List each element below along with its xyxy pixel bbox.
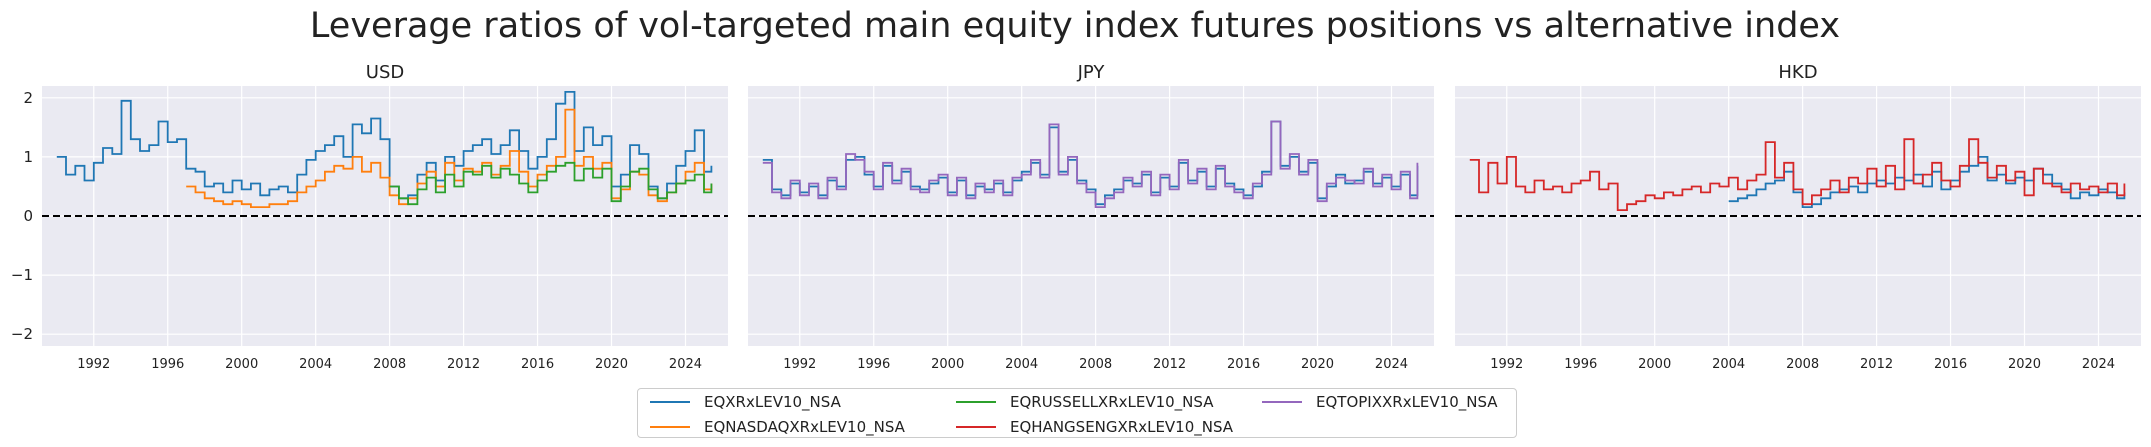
x-tick-label: 1992 [77,357,110,372]
legend-label: EQRUSSELLXRxLEV10_NSA [1010,392,1214,411]
y-tick-label: 2 [23,89,33,107]
x-tick-label: 2000 [931,357,964,372]
x-tick-label: 2012 [1860,357,1893,372]
x-tick-label: 2012 [447,357,480,372]
x-tick-label: 2024 [1375,357,1408,372]
x-tick-label: 2000 [1638,357,1671,372]
y-tick-label: 1 [23,148,33,166]
series-line-eqhangsengxrxlev10-nsa [1469,138,2126,211]
panel-title: USD [366,62,404,83]
x-tick-label: 2024 [669,357,702,372]
x-tick-label: 2004 [1005,357,1038,372]
y-tick-label: 0 [23,207,33,225]
x-tick-label: 1996 [1564,357,1597,372]
panel-hkd: 1992 1996 2000 2004 2008 2012 2016 2020 2024 HKD [1455,62,2141,372]
panel-jpy: 1992 1996 2000 2004 2008 2012 2016 2020 2024 JPY [748,62,1434,372]
x-tick-label: 2020 [2008,357,2041,372]
x-tick-label: 1996 [151,357,184,372]
x-tick-label: 2016 [1934,357,1967,372]
legend: EQXRxLEV10_NSA EQNASDAQXRxLEV10_NSA EQRU… [637,388,1517,438]
x-tick-label: 1992 [783,357,816,372]
y-tick-label: −1 [11,266,33,284]
x-tick-label: 2008 [1786,357,1819,372]
legend-swatch [956,400,996,403]
series-line-eqxrxlev10-nsa [56,91,713,200]
panel-title: JPY [1077,62,1106,83]
series-line-eqrussellxrxlev10-nsa [389,161,713,206]
x-tick-label: 2004 [1712,357,1745,372]
x-tick-label: 2000 [225,357,258,372]
legend-item-eqnasdaq: EQNASDAQXRxLEV10_NSA [650,414,956,439]
x-tick-label: 1996 [857,357,890,372]
legend-item-eqhangseng: EQHANGSENGXRxLEV10_NSA [956,414,1262,439]
x-tick-label: 2024 [2082,357,2115,372]
figure-title: Leverage ratios of vol-targeted main equ… [310,6,1840,46]
panel-title: HKD [1778,62,1817,83]
panel-usd: −2 −1 0 1 2 1992 1996 2000 2004 2008 2012 2016 2020 2… [11,62,728,372]
x-tick-label: 2004 [299,357,332,372]
x-tick-label: 1992 [1490,357,1523,372]
legend-label: EQXRxLEV10_NSA [704,392,841,411]
legend-item-eqrussell: EQRUSSELLXRxLEV10_NSA [956,389,1262,414]
y-tick-label: −2 [11,325,33,343]
legend-item-eqtopix: EQTOPIXXRxLEV10_NSA [1262,389,1522,414]
x-tick-label: 2008 [1079,357,1112,372]
legend-swatch [1262,400,1302,403]
x-tick-label: 2012 [1153,357,1186,372]
series-line-eqtopixxrxlev10-nsa [762,120,1419,208]
legend-swatch [956,425,996,428]
x-tick-label: 2020 [595,357,628,372]
legend-swatch [650,400,690,403]
legend-label: EQHANGSENGXRxLEV10_NSA [1010,417,1234,436]
x-tick-label: 2016 [1227,357,1260,372]
x-tick-label: 2008 [373,357,406,372]
legend-item-eqxr: EQXRxLEV10_NSA [650,389,956,414]
legend-label: EQNASDAQXRxLEV10_NSA [704,417,905,436]
x-tick-label: 2020 [1301,357,1334,372]
x-tick-label: 2016 [521,357,554,372]
legend-label: EQTOPIXXRxLEV10_NSA [1316,392,1498,411]
legend-swatch [650,425,690,428]
